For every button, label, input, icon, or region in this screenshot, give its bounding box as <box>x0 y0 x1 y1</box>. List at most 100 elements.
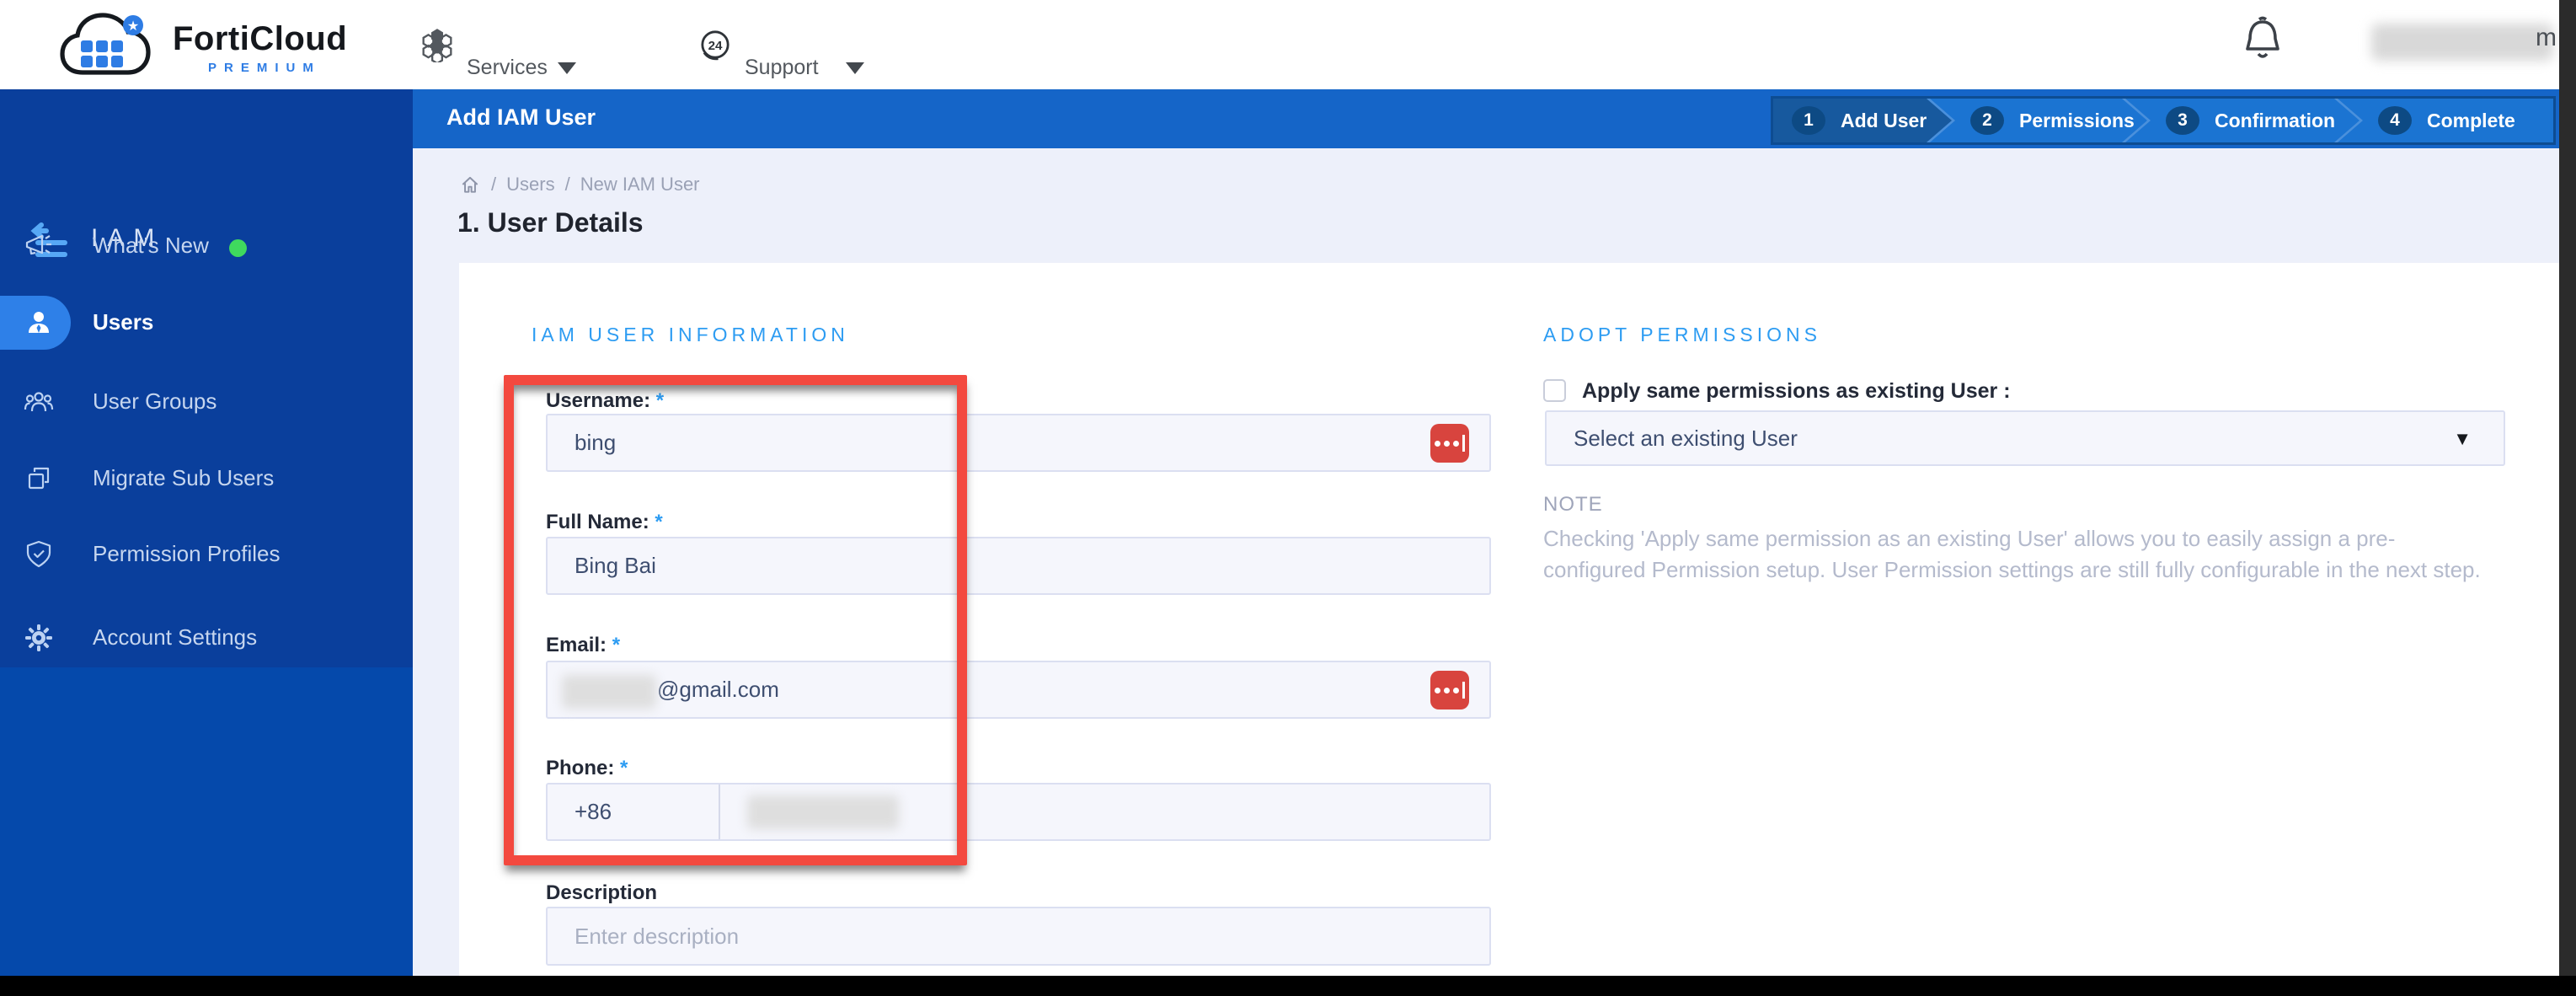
sidebar-item-users[interactable]: Users <box>0 296 413 350</box>
step-confirmation[interactable]: 3 Confirmation <box>2125 99 2360 142</box>
step-complete[interactable]: 4 Complete <box>2338 99 2553 142</box>
support-label: Support <box>745 56 819 79</box>
phone-country-code[interactable]: +86 <box>548 784 720 839</box>
fullname-input[interactable]: Bing Bai <box>546 537 1491 595</box>
sidebar-title: IAM <box>91 224 164 252</box>
sidebar-item-label: Permission Profiles <box>93 541 281 566</box>
description-placeholder: Enter description <box>575 923 740 949</box>
required-asterisk: * <box>612 634 621 656</box>
user-icon <box>29 312 49 333</box>
support-24-icon: 24 <box>701 30 730 61</box>
required-asterisk: * <box>620 757 628 779</box>
step-number: 3 <box>2166 106 2199 135</box>
fullname-value: Bing Bai <box>575 553 656 578</box>
page-titlebar: Add IAM User 1 Add User 2 Permissions 3 … <box>413 89 2559 148</box>
active-item-highlight <box>0 296 71 350</box>
bottom-edge-strip <box>0 976 2576 996</box>
step-label: Complete <box>2427 109 2515 131</box>
step-label: Add User <box>1841 109 1927 131</box>
page-title: Add IAM User <box>446 104 596 130</box>
sidebar-item-user-groups[interactable]: User Groups <box>0 375 413 429</box>
sidebar-item-permission-profiles[interactable]: Permission Profiles <box>0 527 413 581</box>
description-input[interactable]: Enter description <box>546 907 1491 966</box>
step-permissions[interactable]: 2 Permissions <box>1930 99 2147 142</box>
svg-text:★: ★ <box>127 19 139 34</box>
services-caret-icon <box>558 62 576 74</box>
sidebar-item-label: Migrate Sub Users <box>93 465 275 490</box>
username-input[interactable]: bing <box>546 414 1491 472</box>
phone-input[interactable]: +86 <box>546 783 1491 841</box>
sidebar-item-label: User Groups <box>93 388 217 414</box>
phone-number-redacted <box>747 795 899 829</box>
sidebar-item-label: Users <box>93 309 154 335</box>
services-menu[interactable]: Services <box>420 25 596 79</box>
brand-name: FortiCloud <box>173 20 348 57</box>
required-asterisk: * <box>655 511 663 533</box>
breadcrumb-current: New IAM User <box>580 174 700 195</box>
existing-user-dropdown[interactable]: Select an existing User ▼ <box>1545 410 2505 466</box>
note-line-1: Checking 'Apply same permission as an ex… <box>1543 526 2396 551</box>
sidebar <box>0 89 413 667</box>
services-hexagons-icon <box>422 29 452 62</box>
breadcrumb-users[interactable]: Users <box>506 174 555 195</box>
right-edge-strip <box>2559 0 2576 996</box>
svg-text:24: 24 <box>708 39 723 53</box>
clipped-edge-character: m <box>2536 24 2557 51</box>
section-adopt-permissions: ADOPT PERMISSIONS <box>1543 324 1821 345</box>
username-value: bing <box>575 430 617 455</box>
username-label: Username: * <box>546 389 665 412</box>
support-menu[interactable]: 24 Support <box>697 25 874 79</box>
step-label: Permissions <box>2019 109 2135 131</box>
support-caret-icon <box>846 62 864 74</box>
sidebar-item-migrate-sub-users[interactable]: Migrate Sub Users <box>0 452 413 506</box>
password-manager-icon[interactable] <box>1430 671 1469 710</box>
sidebar-item-label: Account Settings <box>93 624 258 650</box>
breadcrumb-separator: / <box>564 174 570 195</box>
notification-bell-icon[interactable] <box>2241 15 2285 72</box>
gear-icon <box>25 624 52 651</box>
note-title: NOTE <box>1543 493 1603 516</box>
breadcrumb: / Users / New IAM User <box>459 172 700 197</box>
step-number: 2 <box>1970 106 2004 135</box>
email-redacted-prefix <box>562 675 656 709</box>
services-label: Services <box>467 56 548 79</box>
brand-subtitle: PREMIUM <box>208 61 321 75</box>
note-line-2: configured Permission setup. User Permis… <box>1543 557 2481 582</box>
apply-permissions-label: Apply same permissions as existing User … <box>1582 379 2011 403</box>
shield-check-icon <box>26 540 51 568</box>
user-groups-icon <box>24 392 54 412</box>
description-label: Description <box>546 881 658 904</box>
forticloud-logo-icon: ★ <box>60 13 151 75</box>
password-manager-icon[interactable] <box>1430 424 1469 463</box>
required-asterisk: * <box>655 389 665 412</box>
home-icon[interactable] <box>459 174 481 195</box>
sidebar-lower-panel <box>0 667 413 976</box>
form-card <box>459 263 2559 976</box>
email-input[interactable]: @gmail.com <box>546 661 1491 719</box>
step-add-user[interactable]: 1 Add User <box>1773 99 1952 142</box>
step-number: 4 <box>2378 106 2412 135</box>
section-iam-user-information: IAM USER INFORMATION <box>532 324 849 345</box>
new-badge-dot <box>229 239 247 257</box>
dropdown-selected-value: Select an existing User <box>1574 425 1798 451</box>
sidebar-item-whats-new[interactable]: What's New <box>0 219 413 273</box>
dropdown-caret-icon: ▼ <box>2453 428 2472 449</box>
migrate-copy-icon <box>28 467 50 490</box>
wizard-steps: 1 Add User 2 Permissions 3 Confirmation … <box>1771 96 2556 145</box>
page-heading: 1. User Details <box>457 207 644 238</box>
sidebar-content: IAM What's New Users <box>0 89 413 976</box>
email-value: @gmail.com <box>657 677 779 702</box>
email-label: Email: * <box>546 634 621 656</box>
fullname-label: Full Name: * <box>546 511 663 533</box>
top-header: ★ FortiCloud PREMIUM Services <box>0 0 2559 89</box>
phone-label: Phone: * <box>546 757 628 779</box>
account-name-redacted[interactable] <box>2371 24 2553 61</box>
step-label: Confirmation <box>2215 109 2336 131</box>
megaphone-icon <box>25 234 51 255</box>
apply-permissions-checkbox[interactable] <box>1543 379 1566 402</box>
breadcrumb-separator: / <box>491 174 497 195</box>
sidebar-item-account-settings[interactable]: Account Settings <box>0 611 413 665</box>
step-number: 1 <box>1792 106 1825 135</box>
sidebar-item-label: What's New <box>93 233 209 258</box>
